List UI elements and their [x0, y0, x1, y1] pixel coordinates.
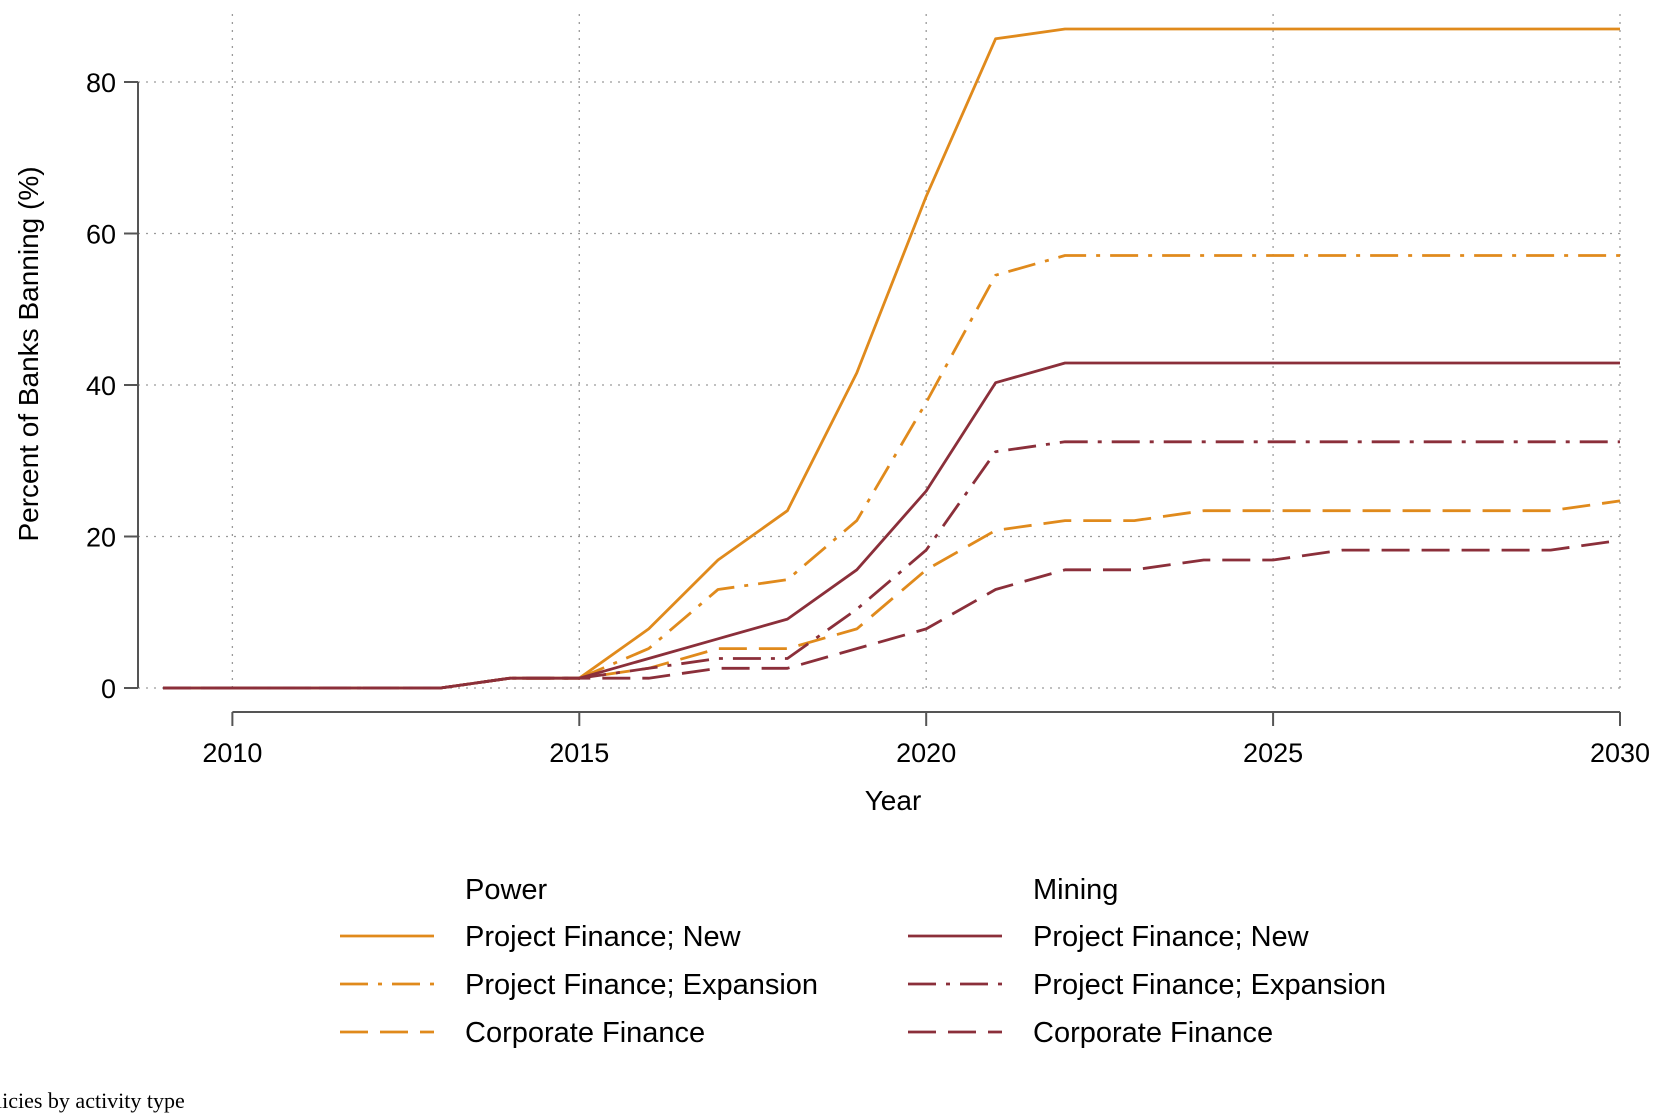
- series-line-power-dashdot: [163, 254, 1620, 690]
- legend-label: Project Finance; New: [465, 921, 742, 953]
- y-axis-title: Percent of Banks Banning (%): [13, 166, 44, 541]
- y-tick-label: 0: [101, 674, 116, 704]
- gridlines: [138, 14, 1621, 689]
- x-axis-title: Year: [865, 785, 922, 816]
- legend-label: Project Finance; New: [1033, 921, 1310, 953]
- legend-group-heading: Mining: [1033, 874, 1118, 906]
- y-tick-label: 20: [86, 523, 116, 553]
- x-tick-label: 2010: [202, 738, 262, 768]
- legend-label: Corporate Finance: [465, 1017, 705, 1049]
- x-tick-label: 2030: [1590, 738, 1650, 768]
- legend-label: Corporate Finance: [1033, 1017, 1273, 1049]
- series-line-power-solid: [163, 27, 1620, 690]
- y-tick-label: 60: [86, 220, 116, 250]
- legend-label: Project Finance; Expansion: [465, 969, 818, 1001]
- legend: Power Project Finance; New Project Finance…: [340, 874, 1386, 1049]
- x-tick-label: 2020: [896, 738, 956, 768]
- series-lines: [163, 27, 1621, 690]
- figure-caption: licies by activity type: [0, 1088, 185, 1113]
- y-tick-label: 80: [86, 68, 116, 98]
- axes: [124, 81, 1621, 726]
- y-tick-label: 40: [86, 371, 116, 401]
- legend-label: Project Finance; Expansion: [1033, 969, 1386, 1001]
- series-line-mining-dashdot: [163, 440, 1620, 690]
- tick-labels: 0 20 40 60 80 2010 2015 2020 2025 2030: [86, 68, 1650, 768]
- x-tick-label: 2025: [1243, 738, 1303, 768]
- x-tick-label: 2015: [549, 738, 609, 768]
- series-line-mining-dash: [163, 538, 1621, 690]
- legend-group-heading: Power: [465, 874, 548, 906]
